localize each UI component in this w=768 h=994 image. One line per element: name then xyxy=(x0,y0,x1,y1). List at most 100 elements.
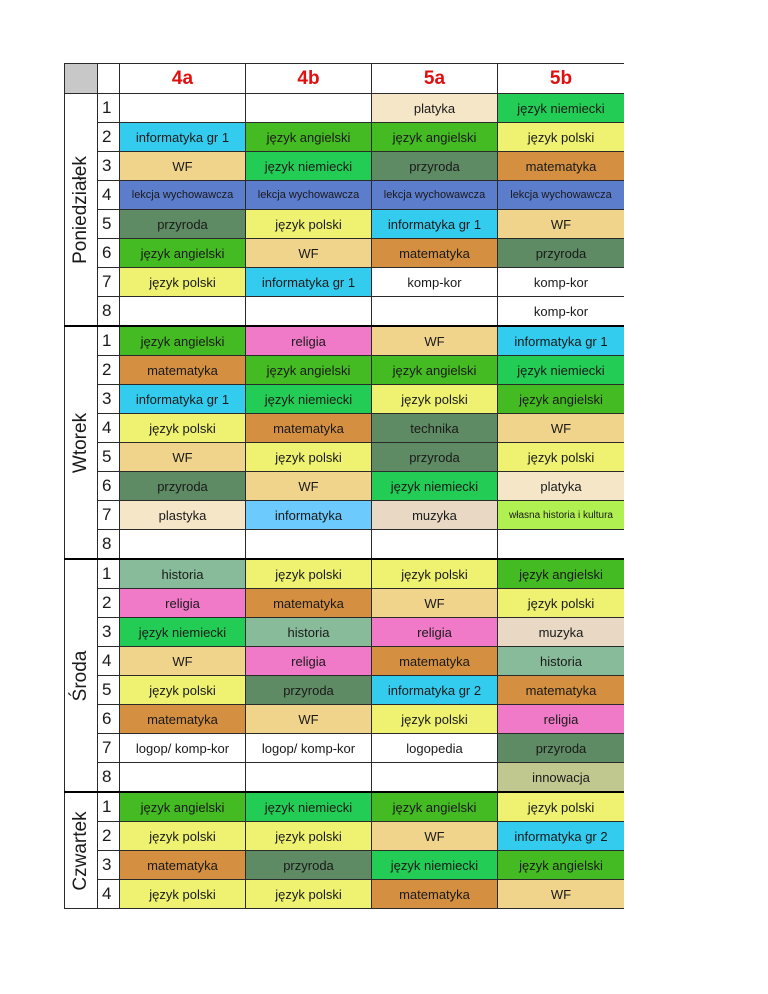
lesson-cell[interactable]: logop/ komp-kor xyxy=(119,733,246,763)
lesson-cell[interactable]: język polski xyxy=(371,558,498,589)
lesson-cell[interactable]: matematyka xyxy=(119,850,246,880)
lesson-cell[interactable]: język niemiecki xyxy=(245,384,372,414)
lesson-cell[interactable]: język polski xyxy=(497,791,624,822)
lesson-cell[interactable]: język polski xyxy=(119,267,246,297)
lesson-cell[interactable]: religia xyxy=(119,588,246,618)
lesson-cell[interactable]: język polski xyxy=(119,413,246,443)
lesson-cell[interactable]: muzyka xyxy=(497,617,624,647)
lesson-cell[interactable]: matematyka xyxy=(245,413,372,443)
lesson-cell[interactable] xyxy=(371,296,498,327)
lesson-cell[interactable]: WF xyxy=(119,442,246,472)
lesson-cell[interactable] xyxy=(119,93,246,123)
lesson-cell[interactable]: lekcja wychowawcza xyxy=(119,180,246,210)
lesson-cell[interactable]: WF xyxy=(497,209,624,239)
lesson-cell[interactable]: przyroda xyxy=(119,471,246,501)
lesson-cell[interactable]: informatyka gr 1 xyxy=(119,122,246,152)
lesson-cell[interactable]: język polski xyxy=(245,209,372,239)
lesson-cell[interactable]: religia xyxy=(497,704,624,734)
lesson-cell[interactable]: lekcja wychowawcza xyxy=(497,180,624,210)
lesson-cell[interactable]: WF xyxy=(119,646,246,676)
lesson-cell[interactable]: matematyka xyxy=(371,879,498,909)
lesson-cell[interactable]: WF xyxy=(497,879,624,909)
lesson-cell[interactable]: komp-kor xyxy=(371,267,498,297)
lesson-cell[interactable]: informatyka gr 1 xyxy=(371,209,498,239)
lesson-cell[interactable]: lekcja wychowawcza xyxy=(245,180,372,210)
lesson-cell[interactable]: religia xyxy=(371,617,498,647)
lesson-cell[interactable]: przyroda xyxy=(119,209,246,239)
lesson-cell[interactable] xyxy=(119,762,246,793)
lesson-cell[interactable]: historia xyxy=(245,617,372,647)
lesson-cell[interactable]: informatyka gr 2 xyxy=(497,821,624,851)
lesson-cell[interactable]: język angielski xyxy=(497,558,624,589)
lesson-cell[interactable]: lekcja wychowawcza xyxy=(371,180,498,210)
lesson-cell[interactable]: WF xyxy=(119,151,246,181)
lesson-cell[interactable]: język angielski xyxy=(245,122,372,152)
lesson-cell[interactable]: język polski xyxy=(497,122,624,152)
lesson-cell[interactable]: język niemiecki xyxy=(371,850,498,880)
lesson-cell[interactable]: język polski xyxy=(245,558,372,589)
lesson-cell[interactable]: język polski xyxy=(119,821,246,851)
lesson-cell[interactable]: język niemiecki xyxy=(245,151,372,181)
lesson-cell[interactable] xyxy=(371,762,498,793)
lesson-cell[interactable]: historia xyxy=(497,646,624,676)
lesson-cell[interactable]: język niemiecki xyxy=(245,791,372,822)
lesson-cell[interactable] xyxy=(245,762,372,793)
lesson-cell[interactable]: WF xyxy=(245,238,372,268)
lesson-cell[interactable]: WF xyxy=(371,325,498,356)
lesson-cell[interactable]: język angielski xyxy=(497,850,624,880)
lesson-cell[interactable]: technika xyxy=(371,413,498,443)
lesson-cell[interactable]: przyroda xyxy=(245,850,372,880)
lesson-cell[interactable] xyxy=(245,529,372,560)
lesson-cell[interactable]: język niemiecki xyxy=(497,93,624,123)
lesson-cell[interactable]: logop/ komp-kor xyxy=(245,733,372,763)
lesson-cell[interactable] xyxy=(497,529,624,560)
lesson-cell[interactable]: język angielski xyxy=(119,791,246,822)
lesson-cell[interactable]: język angielski xyxy=(371,355,498,385)
lesson-cell[interactable]: przyroda xyxy=(497,733,624,763)
lesson-cell[interactable]: język polski xyxy=(497,588,624,618)
lesson-cell[interactable]: komp-kor xyxy=(497,296,624,327)
lesson-cell[interactable]: język polski xyxy=(497,442,624,472)
lesson-cell[interactable]: matematyka xyxy=(245,588,372,618)
lesson-cell[interactable]: religia xyxy=(245,646,372,676)
lesson-cell[interactable]: matematyka xyxy=(497,675,624,705)
lesson-cell[interactable]: przyroda xyxy=(497,238,624,268)
lesson-cell[interactable]: język polski xyxy=(371,704,498,734)
lesson-cell[interactable] xyxy=(245,93,372,123)
lesson-cell[interactable]: język angielski xyxy=(371,122,498,152)
lesson-cell[interactable]: własna historia i kultura xyxy=(497,500,624,530)
lesson-cell[interactable]: informatyka gr 2 xyxy=(371,675,498,705)
lesson-cell[interactable]: matematyka xyxy=(371,646,498,676)
lesson-cell[interactable]: język angielski xyxy=(245,355,372,385)
lesson-cell[interactable]: matematyka xyxy=(371,238,498,268)
lesson-cell[interactable]: WF xyxy=(245,471,372,501)
lesson-cell[interactable]: komp-kor xyxy=(497,267,624,297)
lesson-cell[interactable]: język polski xyxy=(371,384,498,414)
lesson-cell[interactable]: język niemiecki xyxy=(119,617,246,647)
lesson-cell[interactable]: platyka xyxy=(497,471,624,501)
lesson-cell[interactable] xyxy=(119,296,246,327)
lesson-cell[interactable]: język niemiecki xyxy=(371,471,498,501)
lesson-cell[interactable]: matematyka xyxy=(497,151,624,181)
lesson-cell[interactable]: język polski xyxy=(245,879,372,909)
lesson-cell[interactable]: muzyka xyxy=(371,500,498,530)
lesson-cell[interactable]: język angielski xyxy=(119,238,246,268)
lesson-cell[interactable]: matematyka xyxy=(119,355,246,385)
lesson-cell[interactable]: język angielski xyxy=(371,791,498,822)
lesson-cell[interactable]: informatyka xyxy=(245,500,372,530)
lesson-cell[interactable]: przyroda xyxy=(245,675,372,705)
lesson-cell[interactable]: język polski xyxy=(119,675,246,705)
lesson-cell[interactable]: WF xyxy=(371,821,498,851)
lesson-cell[interactable]: matematyka xyxy=(119,704,246,734)
lesson-cell[interactable]: religia xyxy=(245,325,372,356)
lesson-cell[interactable]: język angielski xyxy=(497,384,624,414)
lesson-cell[interactable]: platyka xyxy=(371,93,498,123)
lesson-cell[interactable] xyxy=(371,529,498,560)
lesson-cell[interactable]: przyroda xyxy=(371,442,498,472)
lesson-cell[interactable]: informatyka gr 1 xyxy=(497,325,624,356)
lesson-cell[interactable] xyxy=(119,529,246,560)
lesson-cell[interactable]: historia xyxy=(119,558,246,589)
lesson-cell[interactable]: innowacja xyxy=(497,762,624,793)
lesson-cell[interactable]: informatyka gr 1 xyxy=(119,384,246,414)
lesson-cell[interactable]: język polski xyxy=(119,879,246,909)
